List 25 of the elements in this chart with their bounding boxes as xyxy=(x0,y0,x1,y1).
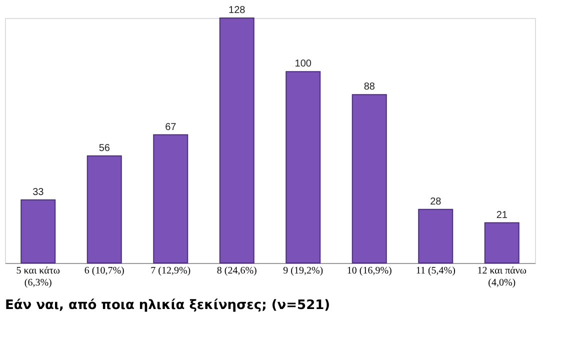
x-tick-label: 5 και κάτω (6,3%) xyxy=(16,266,60,288)
text: Εάν ναι, από ποια ηλικία ξεκίνησες; (ν=521) xyxy=(5,298,330,313)
bar xyxy=(418,208,454,264)
data-label: 21 xyxy=(496,210,508,221)
x-tick-label: 9 (19,2%) xyxy=(283,266,324,276)
bar xyxy=(219,18,254,264)
data-label: 100 xyxy=(294,58,312,70)
bar xyxy=(20,199,56,264)
x-tick-label: 6 (10,7%) xyxy=(84,266,124,276)
bar xyxy=(86,155,122,264)
bar xyxy=(286,71,321,264)
data-label: 128 xyxy=(228,5,246,16)
data-label: 67 xyxy=(165,122,177,133)
x-tick-label: 11 (5,4%) xyxy=(416,266,456,276)
data-label: 56 xyxy=(98,142,110,154)
data-label: 33 xyxy=(32,186,44,198)
x-tick-label: 10 (16,9%) xyxy=(346,266,392,276)
bar xyxy=(352,94,387,264)
x-tick-label: 7 (12,9%) xyxy=(150,266,191,276)
bar xyxy=(484,222,520,264)
x-tick-label: 12 και πάνω (4,0%) xyxy=(477,266,527,288)
data-label: 88 xyxy=(364,82,376,93)
x-tick-label: 8 (24,6%) xyxy=(216,266,257,276)
data-label: 28 xyxy=(430,196,442,208)
bar xyxy=(153,134,188,264)
